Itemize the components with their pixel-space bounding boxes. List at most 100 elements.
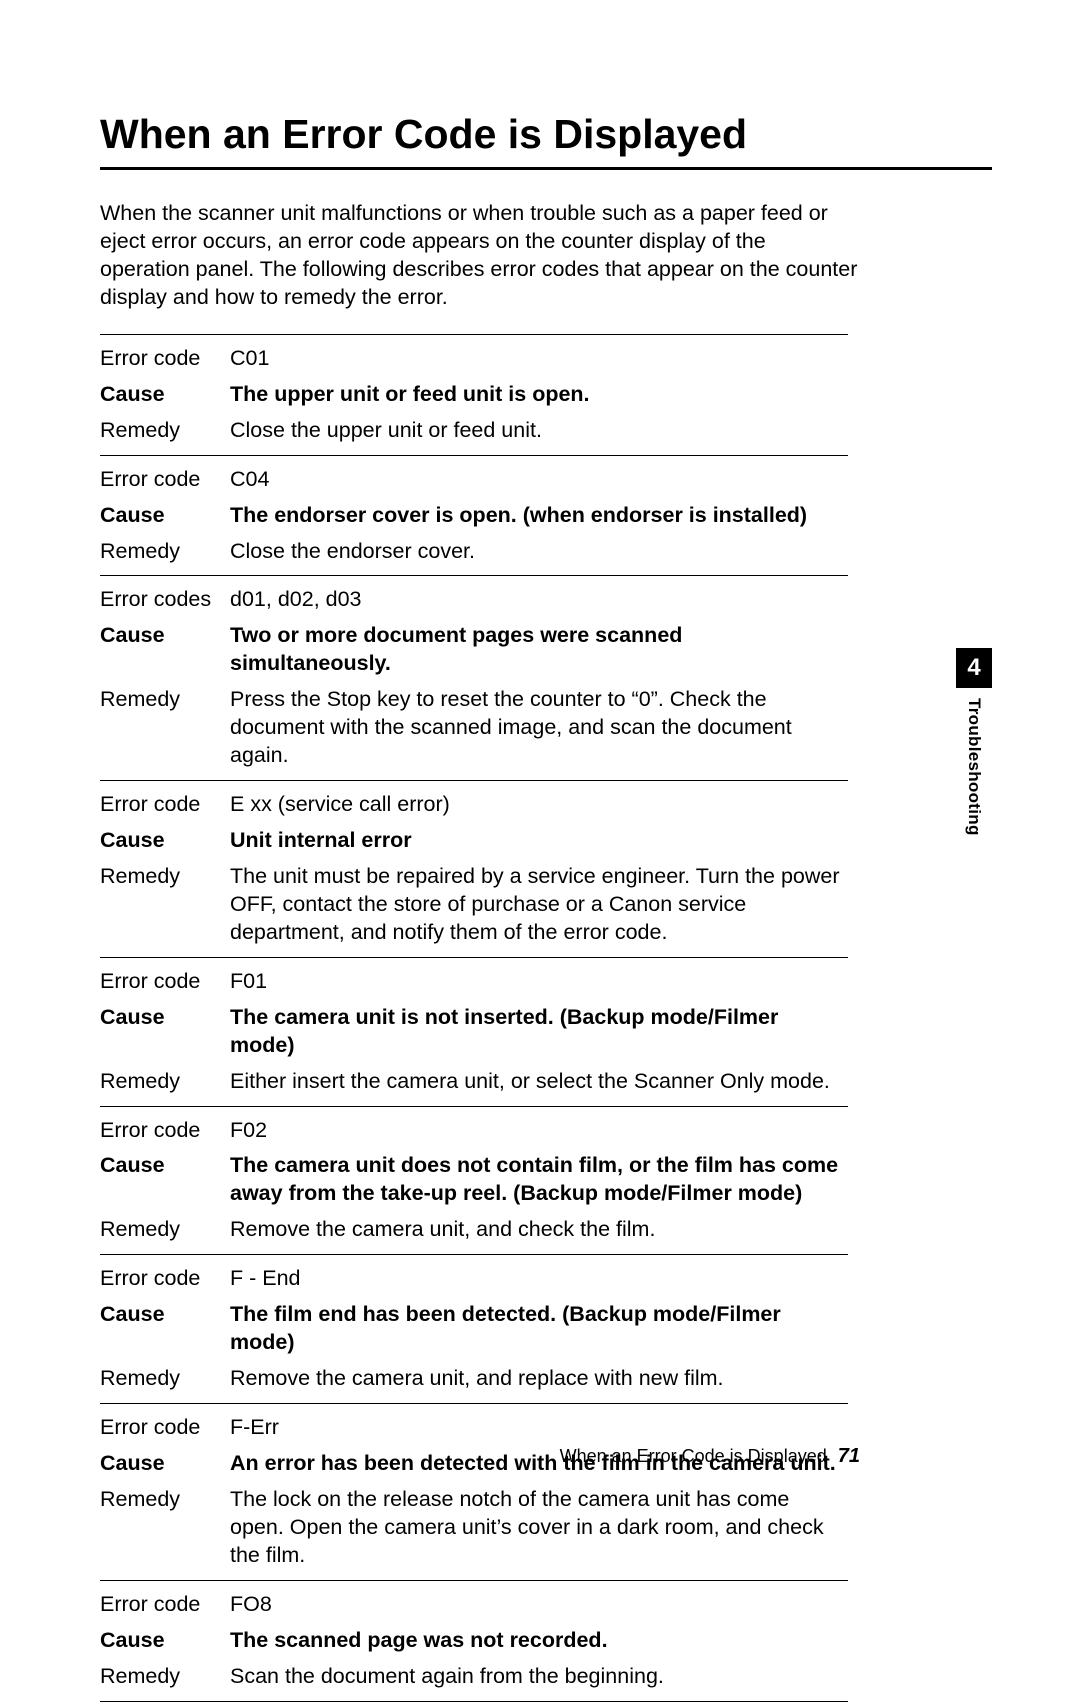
side-tab: 4 Troubleshooting bbox=[956, 648, 992, 836]
row-value: C04 bbox=[230, 466, 848, 494]
page: When an Error Code is Displayed When the… bbox=[0, 0, 1080, 1526]
row-value: Scan the document again from the beginni… bbox=[230, 1663, 848, 1691]
row-label: Cause bbox=[100, 1301, 230, 1357]
row-label: Cause bbox=[100, 1152, 230, 1208]
row-value: The lock on the release notch of the cam… bbox=[230, 1486, 848, 1570]
table-row: CauseThe endorser cover is open. (when e… bbox=[100, 498, 848, 534]
error-group: Error codeF01CauseThe camera unit is not… bbox=[100, 958, 848, 1106]
table-row: Error codeF01 bbox=[100, 964, 848, 1000]
error-group: Error codeF02CauseThe camera unit does n… bbox=[100, 1107, 848, 1255]
table-row: Error codeC01 bbox=[100, 341, 848, 377]
row-label: Remedy bbox=[100, 686, 230, 770]
row-label: Remedy bbox=[100, 1216, 230, 1244]
row-label: Error code bbox=[100, 1414, 230, 1442]
row-value: The camera unit is not inserted. (Backup… bbox=[230, 1004, 848, 1060]
row-label: Error code bbox=[100, 466, 230, 494]
error-group: Error codeFO8CauseThe scanned page was n… bbox=[100, 1581, 848, 1701]
footer-page-number: 71 bbox=[838, 1445, 860, 1467]
table-row: RemedyClose the endorser cover. bbox=[100, 534, 848, 570]
table-row: Error codeE xx (service call error) bbox=[100, 787, 848, 823]
row-label: Remedy bbox=[100, 417, 230, 445]
row-label: Error codes bbox=[100, 586, 230, 614]
row-value: FO8 bbox=[230, 1591, 848, 1619]
row-value: F-Err bbox=[230, 1414, 848, 1442]
chapter-label-tab: Troubleshooting bbox=[956, 698, 984, 836]
row-label: Error code bbox=[100, 968, 230, 996]
table-row: RemedyThe lock on the release notch of t… bbox=[100, 1482, 848, 1574]
intro-paragraph: When the scanner unit malfunctions or wh… bbox=[100, 200, 860, 312]
table-row: Error codeF02 bbox=[100, 1113, 848, 1149]
table-row: RemedyClose the upper unit or feed unit. bbox=[100, 413, 848, 449]
table-row: Error codesd01, d02, d03 bbox=[100, 582, 848, 618]
row-label: Remedy bbox=[100, 1068, 230, 1096]
row-label: Cause bbox=[100, 827, 230, 855]
row-value: Press the Stop key to reset the counter … bbox=[230, 686, 848, 770]
row-value: Close the endorser cover. bbox=[230, 538, 848, 566]
table-row: CauseThe camera unit does not contain fi… bbox=[100, 1148, 848, 1212]
table-row: CauseThe upper unit or feed unit is open… bbox=[100, 377, 848, 413]
row-label: Cause bbox=[100, 1004, 230, 1060]
error-group: Error codeF-ErrCauseAn error has been de… bbox=[100, 1404, 848, 1580]
row-label: Cause bbox=[100, 381, 230, 409]
row-value: Close the upper unit or feed unit. bbox=[230, 417, 848, 445]
row-label: Error code bbox=[100, 345, 230, 373]
row-value: Remove the camera unit, and check the fi… bbox=[230, 1216, 848, 1244]
table-row: Error codeC04 bbox=[100, 462, 848, 498]
table-row: RemedyThe unit must be repaired by a ser… bbox=[100, 859, 848, 951]
row-label: Cause bbox=[100, 502, 230, 530]
row-value: The upper unit or feed unit is open. bbox=[230, 381, 848, 409]
row-label: Error code bbox=[100, 1591, 230, 1619]
table-row: CauseThe camera unit is not inserted. (B… bbox=[100, 1000, 848, 1064]
table-row: Error codeFO8 bbox=[100, 1587, 848, 1623]
row-value: The endorser cover is open. (when endors… bbox=[230, 502, 848, 530]
table-row: RemedyEither insert the camera unit, or … bbox=[100, 1064, 848, 1100]
row-label: Remedy bbox=[100, 538, 230, 566]
row-value: F02 bbox=[230, 1117, 848, 1145]
row-value: The camera unit does not contain film, o… bbox=[230, 1152, 848, 1208]
table-row: CauseUnit internal error bbox=[100, 823, 848, 859]
row-label: Remedy bbox=[100, 863, 230, 947]
row-label: Remedy bbox=[100, 1663, 230, 1691]
error-group: Error codeF - EndCauseThe film end has b… bbox=[100, 1255, 848, 1403]
row-value: E xx (service call error) bbox=[230, 791, 848, 819]
row-value: The unit must be repaired by a service e… bbox=[230, 863, 848, 947]
row-label: Remedy bbox=[100, 1365, 230, 1393]
table-row: RemedyRemove the camera unit, and replac… bbox=[100, 1361, 848, 1397]
row-divider bbox=[100, 1701, 848, 1702]
page-footer: When an Error Code is Displayed 71 bbox=[560, 1445, 860, 1468]
table-row: CauseThe scanned page was not recorded. bbox=[100, 1623, 848, 1659]
footer-text: When an Error Code is Displayed bbox=[560, 1446, 827, 1466]
row-value: Two or more document pages were scanned … bbox=[230, 622, 848, 678]
error-code-table: Error codeC01CauseThe upper unit or feed… bbox=[100, 334, 848, 1702]
row-value: F - End bbox=[230, 1265, 848, 1293]
row-value: d01, d02, d03 bbox=[230, 586, 848, 614]
table-row: RemedyScan the document again from the b… bbox=[100, 1659, 848, 1695]
row-value: Either insert the camera unit, or select… bbox=[230, 1068, 848, 1096]
row-value: Remove the camera unit, and replace with… bbox=[230, 1365, 848, 1393]
row-value: The scanned page was not recorded. bbox=[230, 1627, 848, 1655]
row-label: Cause bbox=[100, 1450, 230, 1478]
row-label: Cause bbox=[100, 1627, 230, 1655]
row-value: F01 bbox=[230, 968, 848, 996]
table-row: CauseThe film end has been detected. (Ba… bbox=[100, 1297, 848, 1361]
error-group: Error codesd01, d02, d03CauseTwo or more… bbox=[100, 576, 848, 780]
table-row: Error codeF-Err bbox=[100, 1410, 848, 1446]
error-group: Error codeC04CauseThe endorser cover is … bbox=[100, 456, 848, 576]
chapter-number-tab: 4 bbox=[956, 648, 992, 688]
error-group: Error codeC01CauseThe upper unit or feed… bbox=[100, 335, 848, 455]
row-label: Remedy bbox=[100, 1486, 230, 1570]
title-rule bbox=[100, 167, 992, 170]
table-row: RemedyPress the Stop key to reset the co… bbox=[100, 682, 848, 774]
table-row: Error codeF - End bbox=[100, 1261, 848, 1297]
row-value: C01 bbox=[230, 345, 848, 373]
row-label: Error code bbox=[100, 791, 230, 819]
error-group: Error codeE xx (service call error)Cause… bbox=[100, 781, 848, 957]
page-title: When an Error Code is Displayed bbox=[100, 112, 992, 157]
row-value: The film end has been detected. (Backup … bbox=[230, 1301, 848, 1357]
table-row: RemedyRemove the camera unit, and check … bbox=[100, 1212, 848, 1248]
row-label: Error code bbox=[100, 1265, 230, 1293]
row-label: Cause bbox=[100, 622, 230, 678]
row-value: Unit internal error bbox=[230, 827, 848, 855]
table-row: CauseTwo or more document pages were sca… bbox=[100, 618, 848, 682]
row-label: Error code bbox=[100, 1117, 230, 1145]
